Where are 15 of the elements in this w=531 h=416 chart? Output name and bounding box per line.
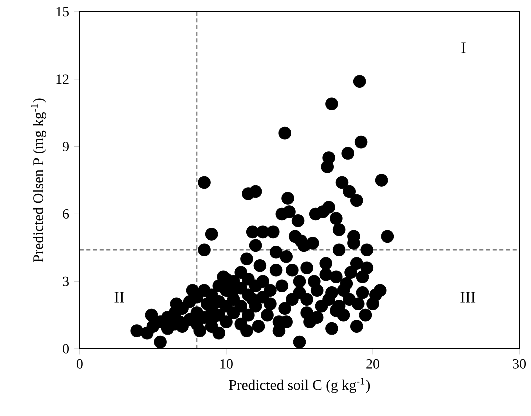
x-tick-label: 30 xyxy=(513,360,526,370)
x-tick-label: 10 xyxy=(220,360,233,370)
x-tick-label: 0 xyxy=(76,360,83,370)
x-tick-label: 20 xyxy=(366,360,380,370)
y-axis-title: Predicted Olsen P (mg kg$^{-1}$) xyxy=(31,98,46,263)
annotation: I xyxy=(462,42,466,54)
y-tick-label: 6 xyxy=(63,210,70,220)
y-tick-label: 12 xyxy=(56,74,69,84)
y-tick-label: 15 xyxy=(56,7,69,17)
y-tick-label: 9 xyxy=(63,142,69,152)
annotation: III xyxy=(460,292,476,303)
y-tick-label: 3 xyxy=(63,277,69,286)
y-tick-label: 0 xyxy=(63,344,70,354)
x-axis-title: Predicted soil C (g kg$^{-1}$) xyxy=(229,378,370,394)
annotation: II xyxy=(114,292,124,303)
